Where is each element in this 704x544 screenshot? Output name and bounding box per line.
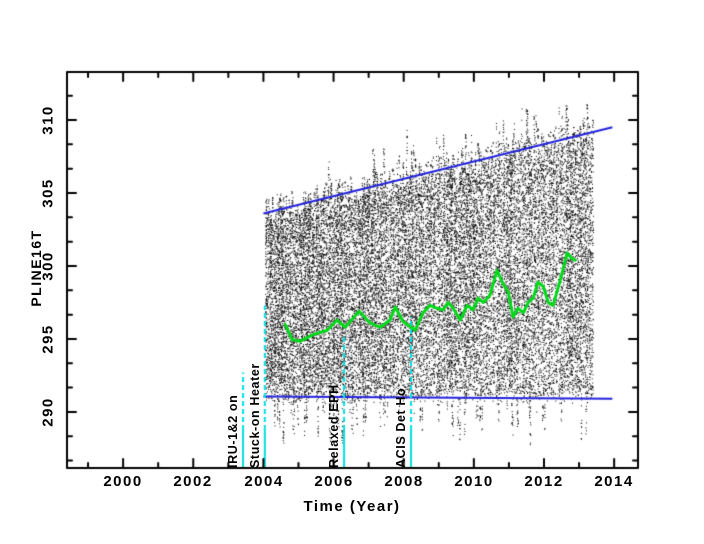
x-tick-label-2012: 2012	[524, 473, 564, 490]
x-tick-label-2002: 2002	[173, 473, 213, 490]
y-tick-label-290: 290	[39, 397, 57, 427]
event-label-stuck-on-heater: Stuck-on Heater	[248, 363, 262, 468]
y-tick-label-300: 300	[39, 251, 57, 281]
y-tick-label-310: 310	[39, 105, 57, 135]
x-tick-label-2006: 2006	[314, 473, 354, 490]
y-tick-label-295: 295	[39, 324, 57, 354]
x-axis-title: Time (Year)	[303, 498, 401, 515]
event-label-acis-det-ho: ACIS Det Ho	[394, 387, 408, 468]
x-tick-label-2004: 2004	[244, 473, 284, 490]
y-tick-label-305: 305	[39, 178, 57, 208]
x-tick-label-2010: 2010	[454, 473, 494, 490]
x-tick-label-2000: 2000	[103, 473, 143, 490]
x-tick-label-2008: 2008	[384, 473, 424, 490]
x-tick-label-2014: 2014	[594, 473, 634, 490]
event-label-iru-on: IRU-1&2 on	[226, 394, 240, 468]
event-label-relaxed-eph: Relaxed EPH	[327, 384, 341, 468]
